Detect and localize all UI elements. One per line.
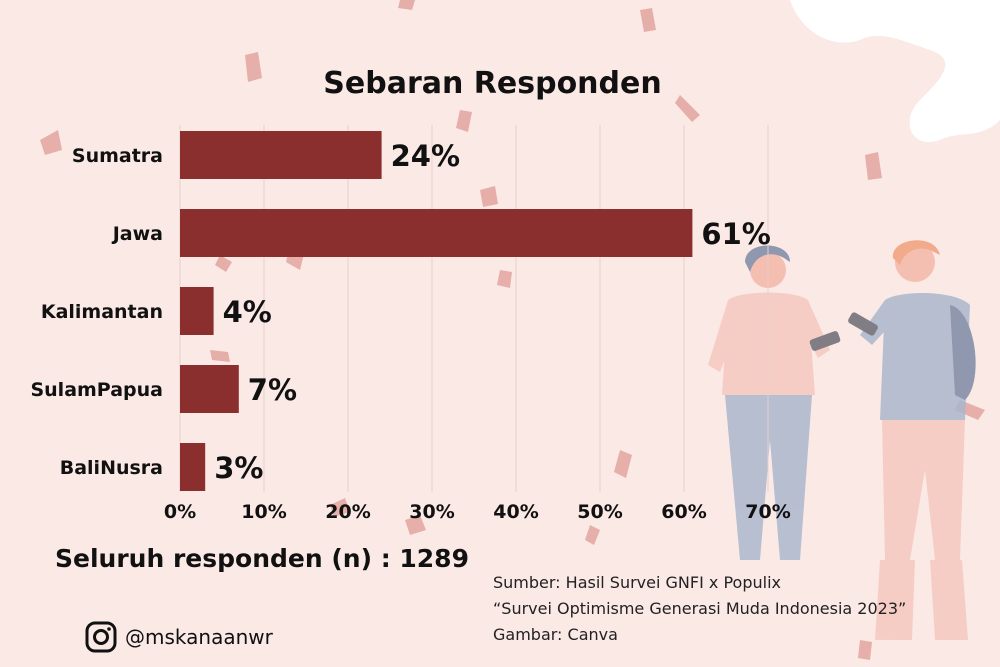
x-tick-label: 30% xyxy=(409,501,454,523)
x-tick-label: 70% xyxy=(745,501,790,523)
x-tick-label: 10% xyxy=(241,501,286,523)
source-line: Gambar: Canva xyxy=(493,625,618,644)
person-illustration-right xyxy=(848,240,976,640)
bar xyxy=(180,209,693,257)
category-label: Sumatra xyxy=(72,145,163,167)
x-tick-label: 50% xyxy=(577,501,622,523)
value-label: 61% xyxy=(701,217,770,251)
source-line: “Survei Optimisme Generasi Muda Indonesi… xyxy=(493,599,907,618)
category-label: Kalimantan xyxy=(41,301,163,323)
x-tick-label: 40% xyxy=(493,501,538,523)
x-tick-label: 60% xyxy=(661,501,706,523)
source-line: Sumber: Hasil Survei GNFI x Populix xyxy=(493,573,781,592)
instagram-credit: @mskanaanwr xyxy=(85,620,273,654)
chart-title: Sebaran Responden xyxy=(323,66,662,101)
value-label: 3% xyxy=(214,451,263,485)
x-tick-label: 0% xyxy=(164,501,196,523)
value-label: 24% xyxy=(391,139,460,173)
category-label: BaliNusra xyxy=(60,457,163,479)
bar xyxy=(180,365,239,413)
total-respondents: Seluruh responden (n) : 1289 xyxy=(55,544,469,573)
value-label: 4% xyxy=(223,295,272,329)
bar xyxy=(180,131,382,179)
instagram-icon xyxy=(85,621,117,653)
source-note: Sumber: Hasil Survei GNFI x Populix “Sur… xyxy=(493,570,906,648)
confetti-pieces xyxy=(40,0,985,660)
instagram-handle: @mskanaanwr xyxy=(125,625,273,649)
bar xyxy=(180,287,214,335)
category-label: Jawa xyxy=(111,223,163,245)
decorative-paper-shape xyxy=(790,0,1000,142)
bar xyxy=(180,443,206,491)
category-label: SulamPapua xyxy=(30,379,163,401)
value-label: 7% xyxy=(248,373,297,407)
x-tick-label: 20% xyxy=(325,501,370,523)
